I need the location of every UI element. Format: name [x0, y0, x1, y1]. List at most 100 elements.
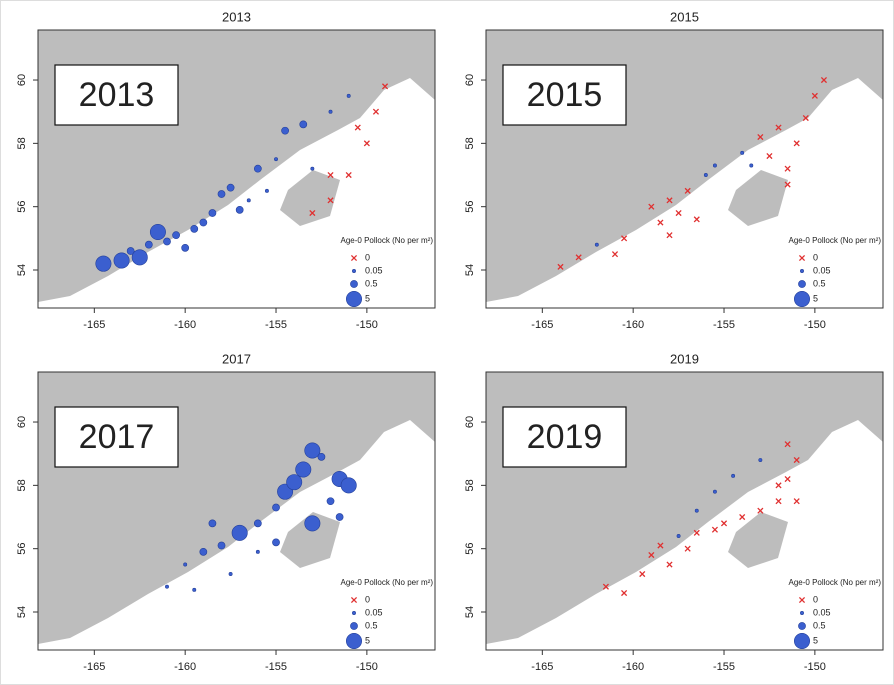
legend-label: 0	[365, 252, 370, 262]
x-tick-label: -155	[713, 319, 735, 331]
legend-title: Age-0 Pollock (No per m²)	[789, 578, 882, 587]
x-tick-label: -165	[83, 319, 105, 331]
survey-station	[712, 489, 717, 494]
survey-station	[611, 251, 619, 258]
survey-station	[775, 498, 782, 505]
y-tick-label: 58	[16, 479, 28, 491]
legend-label: 0.05	[365, 607, 383, 617]
legend-label: 0.5	[813, 620, 826, 630]
legend-symbol	[794, 633, 810, 649]
survey-station	[272, 538, 280, 547]
survey-station	[693, 216, 700, 223]
year-label: 2017	[79, 418, 155, 456]
year-label: 2019	[527, 418, 603, 456]
survey-station	[274, 157, 278, 162]
survey-station	[740, 150, 745, 155]
legend-label: 0.5	[365, 620, 378, 630]
survey-station	[264, 188, 269, 193]
survey-station	[793, 498, 800, 505]
y-tick-label: 58	[464, 137, 476, 149]
legend-symbol	[352, 269, 356, 273]
legend-symbol	[352, 611, 356, 615]
survey-station	[199, 218, 208, 227]
survey-station	[784, 181, 791, 188]
survey-station	[675, 209, 682, 217]
survey-station	[820, 76, 828, 84]
legend-label: 5	[813, 293, 818, 303]
year-label: 2013	[79, 76, 155, 114]
survey-station	[766, 152, 773, 160]
legend-label: 5	[365, 635, 370, 645]
survey-station	[304, 515, 321, 532]
y-tick-label: 60	[464, 74, 476, 86]
legend-label: 0.5	[365, 278, 378, 288]
survey-station	[190, 224, 199, 233]
legend-label: 0.5	[813, 278, 826, 288]
legend-label: 0	[813, 594, 818, 604]
survey-station	[749, 163, 754, 168]
y-tick-label: 56	[464, 543, 476, 555]
survey-station	[163, 237, 171, 246]
survey-station	[693, 529, 700, 536]
survey-station	[295, 461, 312, 478]
survey-station	[666, 561, 673, 568]
survey-station	[739, 513, 746, 521]
year-label: 2015	[527, 76, 603, 114]
legend-title: Age-0 Pollock (No per m²)	[789, 236, 882, 245]
survey-station	[648, 203, 655, 210]
y-tick-label: 60	[16, 416, 28, 428]
survey-station	[217, 190, 226, 198]
legend-symbol	[346, 633, 362, 649]
survey-station	[149, 224, 166, 241]
survey-station	[757, 133, 764, 141]
survey-station	[326, 497, 335, 506]
x-tick-label: -160	[174, 319, 196, 331]
plot-frame	[37, 371, 436, 651]
legend-symbol	[800, 611, 804, 615]
survey-station	[255, 549, 260, 554]
survey-station	[346, 93, 351, 98]
legend-symbol	[800, 269, 804, 273]
y-tick-label: 54	[16, 264, 28, 276]
y-tick-label: 58	[16, 137, 28, 149]
survey-station	[648, 551, 655, 559]
survey-station	[621, 589, 628, 597]
survey-station	[811, 92, 818, 99]
survey-station	[208, 209, 217, 217]
survey-station	[208, 519, 217, 528]
survey-station	[711, 526, 718, 533]
y-tick-label: 56	[464, 201, 476, 213]
survey-station	[657, 542, 664, 549]
legend-title: Age-0 Pollock (No per m²)	[341, 236, 434, 245]
y-tick-label: 58	[464, 479, 476, 491]
survey-station	[235, 205, 244, 214]
x-tick-label: -150	[804, 661, 826, 673]
survey-station	[639, 570, 646, 578]
survey-station	[183, 562, 188, 567]
survey-station	[113, 252, 130, 269]
survey-station	[793, 456, 800, 464]
panel-title: 2013	[222, 9, 251, 24]
survey-station	[575, 254, 582, 261]
survey-station	[372, 108, 380, 115]
survey-station	[327, 171, 334, 179]
x-tick-label: -160	[174, 661, 196, 673]
legend-title: Age-0 Pollock (No per m²)	[341, 578, 434, 587]
map-panel: 2017 -165 -160 -155 -150 54 56 58 60 2017 Age-0 Po…	[16, 351, 436, 673]
y-tick-label: 60	[464, 416, 476, 428]
survey-station	[181, 243, 190, 252]
survey-station	[192, 587, 197, 592]
panel-title: 2015	[670, 9, 699, 24]
survey-station	[272, 503, 280, 512]
survey-station	[684, 187, 691, 194]
survey-station	[557, 263, 564, 270]
survey-station	[784, 475, 791, 483]
survey-station	[712, 163, 717, 168]
survey-station	[310, 166, 315, 171]
legend-label: 0.05	[813, 265, 831, 275]
year-box	[54, 64, 179, 126]
plot-frame	[485, 371, 884, 651]
legend-label: 5	[813, 635, 818, 645]
